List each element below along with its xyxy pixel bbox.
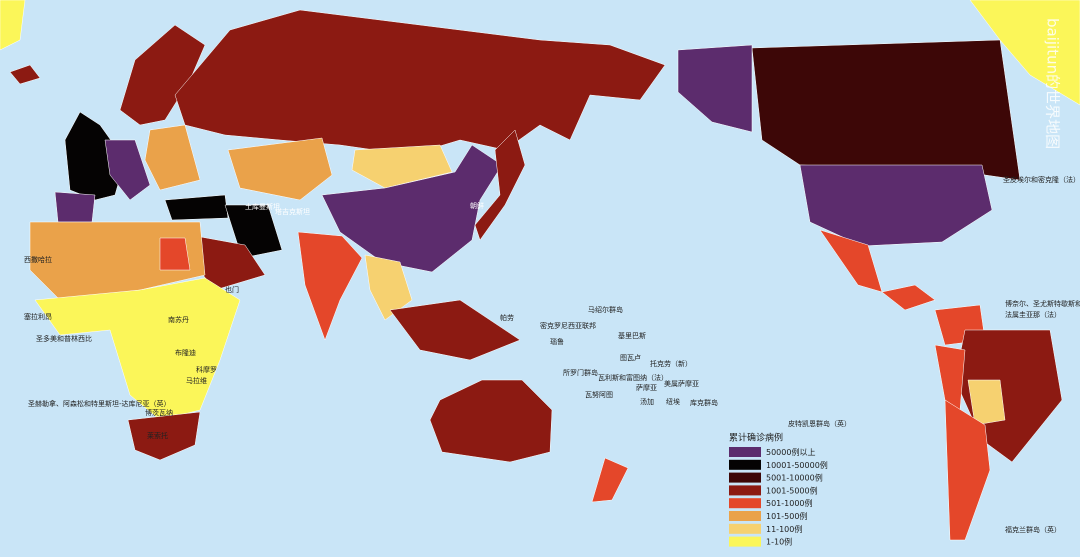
legend-swatch bbox=[729, 498, 761, 509]
place-label: 布隆迪 bbox=[175, 348, 196, 357]
russia bbox=[174, 9, 666, 156]
central-europe bbox=[104, 139, 151, 201]
greenland bbox=[969, 0, 1080, 106]
place-label: 西撒哈拉 bbox=[24, 255, 52, 264]
place-label: 密克罗尼西亚联邦 bbox=[540, 321, 596, 330]
legend-label: 5001-10000例 bbox=[766, 473, 823, 483]
place-label: 塔吉克斯坦 bbox=[275, 207, 310, 216]
place-label: 科摩罗 bbox=[196, 365, 217, 374]
watermark: baijitun的世界地图 bbox=[1044, 18, 1062, 149]
iceland bbox=[9, 64, 41, 85]
scandinavia bbox=[119, 24, 206, 126]
place-label: 马绍尔群岛 bbox=[588, 305, 623, 314]
legend-label: 1-10例 bbox=[766, 537, 792, 547]
place-label: 纽埃 bbox=[666, 397, 680, 406]
place-label: 也门 bbox=[225, 285, 239, 294]
south-africa bbox=[127, 411, 201, 461]
legend: 累计确诊病例 50000例以上 10001-50000例 5001-10000例 10… bbox=[729, 432, 828, 547]
place-label: 圣赫勒拿、阿森松和特里斯坦-达库尼亚（英） bbox=[28, 399, 171, 408]
place-label: 瑙鲁 bbox=[550, 337, 564, 346]
australia bbox=[429, 379, 553, 463]
place-label: 土库曼斯坦 bbox=[245, 202, 280, 211]
place-label: 汤加 bbox=[640, 397, 654, 406]
bolivia bbox=[967, 379, 1006, 426]
legend-swatch bbox=[729, 459, 761, 470]
turkey bbox=[164, 194, 229, 221]
indonesia bbox=[389, 299, 521, 361]
place-label: 圣皮埃尔和密克隆（法） bbox=[1003, 175, 1080, 184]
alaska bbox=[677, 44, 753, 133]
legend-label: 50000例以上 bbox=[766, 447, 815, 457]
india bbox=[297, 231, 363, 341]
legend-swatch bbox=[729, 511, 761, 521]
arctic-island bbox=[0, 0, 26, 51]
place-label: 圣多美和普林西比 bbox=[36, 334, 92, 343]
place-label: 莱索托 bbox=[147, 431, 168, 440]
canada bbox=[751, 39, 1021, 181]
place-label: 托克劳（新） bbox=[650, 359, 692, 368]
legend-swatch bbox=[729, 472, 761, 483]
spain bbox=[54, 191, 96, 223]
place-label: 美属萨摩亚 bbox=[664, 379, 699, 388]
legend-title: 累计确诊病例 bbox=[729, 432, 783, 444]
argentina-chile bbox=[944, 399, 991, 541]
mongolia bbox=[351, 144, 453, 189]
japan bbox=[474, 129, 526, 241]
legend-swatch bbox=[729, 536, 761, 547]
place-label: 基里巴斯 bbox=[618, 331, 646, 340]
place-label: 图瓦卢 bbox=[620, 353, 641, 362]
legend-label: 501-1000例 bbox=[766, 498, 813, 508]
place-label: 博茨瓦纳 bbox=[145, 408, 173, 417]
place-label: 塞拉利昂 bbox=[24, 312, 52, 321]
legend-label: 1001-5000例 bbox=[766, 485, 818, 495]
usa bbox=[799, 164, 993, 247]
china bbox=[321, 144, 503, 273]
place-label: 库克群岛 bbox=[690, 398, 718, 407]
place-label: 瓦努阿图 bbox=[585, 390, 613, 399]
place-label: 福克兰群岛（英） bbox=[1005, 525, 1061, 534]
place-label: 博奈尔、圣尤斯特歇斯和萨巴（荷） bbox=[1005, 299, 1080, 308]
place-label: 萨摩亚 bbox=[636, 383, 657, 392]
place-label: 朝鲜 bbox=[470, 201, 484, 210]
central-america bbox=[881, 284, 936, 311]
kazakhstan bbox=[227, 137, 333, 201]
place-label: 法属圭亚那（法） bbox=[1005, 310, 1061, 319]
legend-label: 11-100例 bbox=[766, 524, 802, 534]
legend-swatch bbox=[729, 523, 761, 534]
new-zealand bbox=[591, 457, 629, 503]
egypt bbox=[159, 237, 191, 271]
place-label: 皮特凯恩群岛（英） bbox=[788, 419, 851, 428]
legend-label: 10001-50000例 bbox=[766, 460, 828, 470]
legend-label: 101-500例 bbox=[766, 511, 807, 521]
legend-swatch bbox=[729, 447, 761, 457]
central-africa bbox=[34, 277, 241, 421]
place-label: 帕劳 bbox=[500, 313, 514, 322]
place-label: 马拉维 bbox=[186, 376, 207, 385]
legend-swatch bbox=[729, 485, 761, 496]
eastern-europe bbox=[144, 124, 201, 191]
place-label: 南苏丹 bbox=[168, 315, 189, 324]
place-label: 所罗门群岛 bbox=[563, 368, 598, 377]
place-label: 瓦利斯和富图纳（法） bbox=[598, 373, 668, 382]
